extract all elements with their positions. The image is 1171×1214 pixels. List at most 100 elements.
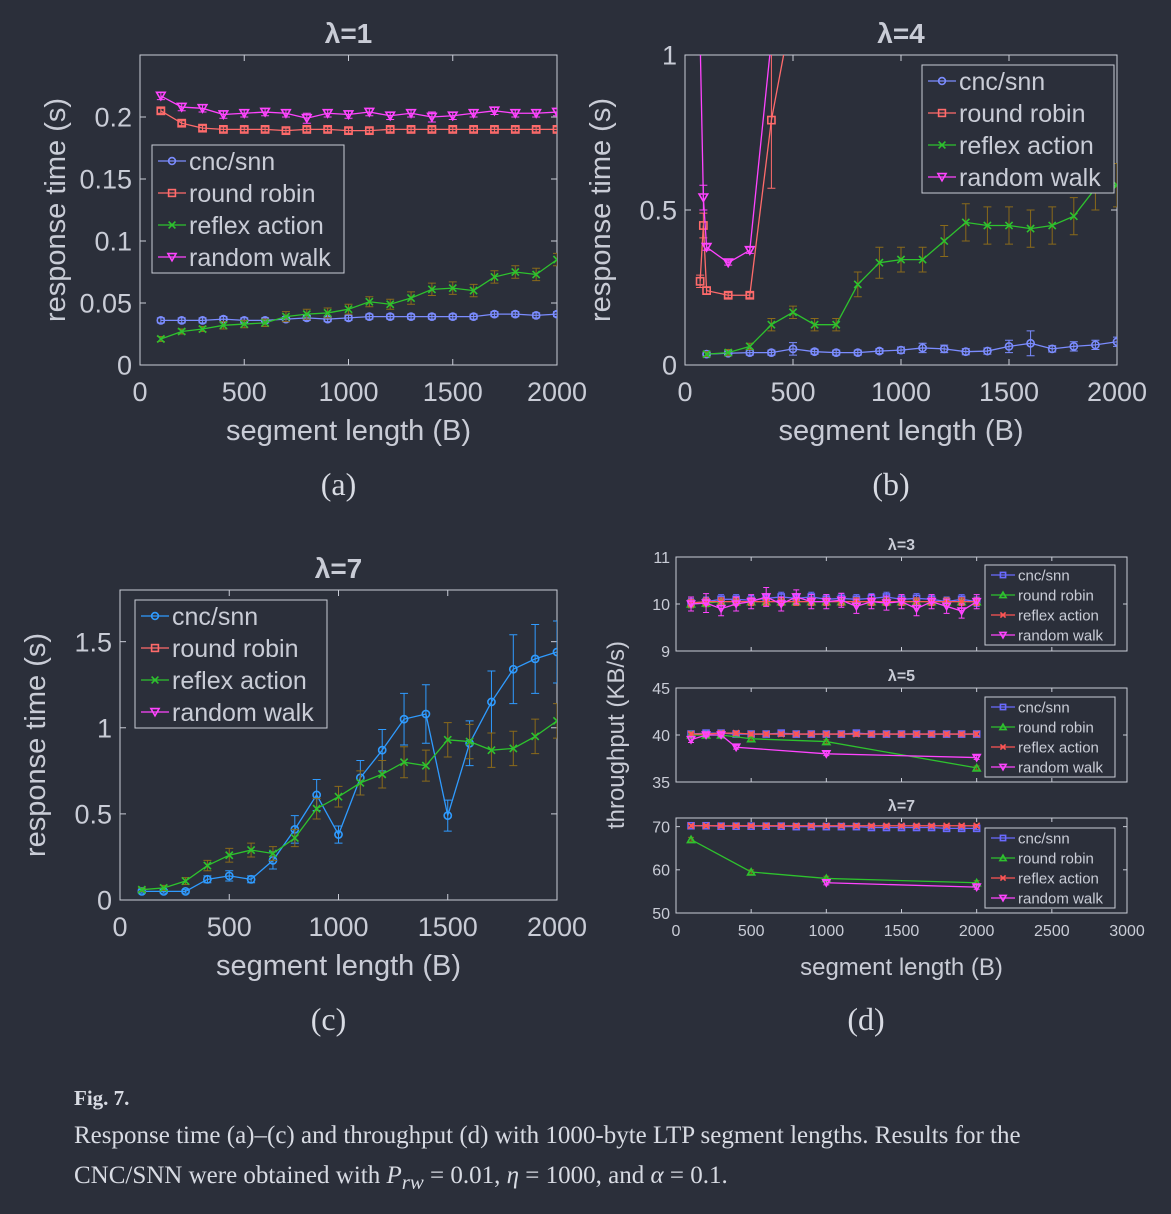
caption-p-subscript: rw bbox=[401, 1170, 424, 1194]
data-point bbox=[961, 347, 971, 357]
data-point bbox=[822, 822, 830, 830]
error-bar bbox=[745, 292, 754, 299]
data-point bbox=[421, 761, 431, 770]
chart-title: λ=1 bbox=[325, 18, 373, 49]
data-point bbox=[448, 312, 458, 322]
legend-label: cnc/snn bbox=[959, 68, 1045, 96]
y-tick-label: 0 bbox=[662, 351, 677, 381]
data-point bbox=[490, 125, 499, 134]
legend-label: round robin bbox=[1018, 719, 1094, 736]
legend-label: reflex action bbox=[1018, 870, 1099, 887]
chart-d1: 9 10 11 λ=3 cnc/snn round robin reflex action r… bbox=[652, 537, 1128, 661]
data-point bbox=[177, 327, 186, 336]
data-point bbox=[702, 822, 710, 830]
data-point bbox=[700, 242, 713, 253]
data-point bbox=[821, 736, 832, 746]
data-point bbox=[918, 255, 927, 264]
chart-a: 0 500 1000 1500 2000 0 0.05 0.1 0.15 0.2 λ=1 segmen… bbox=[40, 18, 587, 502]
data-point bbox=[552, 647, 557, 657]
data-point bbox=[427, 312, 437, 322]
error-bar bbox=[448, 126, 457, 133]
series-line bbox=[141, 720, 557, 891]
x-tick-label: 2000 bbox=[527, 912, 587, 942]
data-point bbox=[958, 822, 966, 830]
legend-marker bbox=[151, 676, 159, 684]
legend-marker bbox=[167, 156, 177, 166]
data-point bbox=[301, 113, 313, 124]
x-tick-label: 1500 bbox=[418, 912, 478, 942]
data-point bbox=[1112, 337, 1117, 347]
data-point bbox=[260, 125, 270, 134]
x-tick-label: 1000 bbox=[318, 377, 378, 407]
data-point bbox=[746, 867, 757, 876]
data-point bbox=[510, 125, 520, 134]
error-bar bbox=[553, 126, 557, 133]
legend-label: reflex action bbox=[189, 212, 324, 240]
series-cnc-snn bbox=[687, 821, 981, 833]
data-point bbox=[882, 730, 891, 738]
figure-label: Fig. 7. bbox=[74, 1086, 130, 1110]
data-point bbox=[810, 347, 819, 357]
error-bar bbox=[553, 252, 557, 267]
data-point bbox=[384, 111, 396, 122]
data-point bbox=[531, 310, 541, 320]
y-tick-label: 0 bbox=[117, 351, 132, 381]
data-point bbox=[321, 108, 334, 119]
data-point bbox=[239, 125, 249, 134]
data-point bbox=[807, 730, 815, 738]
data-point bbox=[217, 110, 230, 121]
data-point bbox=[807, 822, 815, 830]
error-bar bbox=[763, 587, 770, 607]
y-tick-label: 10 bbox=[652, 597, 670, 614]
error-bar bbox=[407, 126, 416, 133]
data-point bbox=[853, 280, 862, 289]
data-point bbox=[385, 125, 395, 134]
data-point bbox=[386, 300, 395, 309]
x-tick-label: 3000 bbox=[1109, 923, 1145, 940]
data-point bbox=[821, 597, 832, 607]
y-tick-label: 0.1 bbox=[94, 227, 132, 257]
legend: cnc/snn round robin reflex action random wa… bbox=[984, 564, 1116, 646]
data-point bbox=[983, 346, 992, 356]
data-point bbox=[447, 111, 459, 122]
legend-label: reflex action bbox=[959, 132, 1094, 160]
data-point bbox=[302, 125, 312, 134]
series-reflex-action bbox=[687, 729, 981, 738]
data-point bbox=[732, 729, 740, 737]
data-point bbox=[783, 36, 790, 43]
x-tick-label: 500 bbox=[738, 923, 765, 940]
data-point bbox=[177, 118, 187, 128]
data-point bbox=[156, 315, 166, 325]
data-point bbox=[427, 285, 437, 294]
data-point bbox=[761, 593, 772, 602]
series-line bbox=[690, 734, 977, 759]
y-tick-label: 11 bbox=[653, 550, 670, 567]
series-line bbox=[699, 55, 771, 264]
data-point bbox=[867, 730, 875, 738]
data-point bbox=[552, 125, 557, 134]
data-point bbox=[385, 312, 395, 322]
data-point bbox=[399, 714, 409, 724]
series-cnc-snn bbox=[156, 309, 557, 325]
legend-label: random walk bbox=[1018, 627, 1104, 644]
series-round-robin bbox=[686, 730, 982, 772]
data-point bbox=[465, 737, 474, 746]
x-tick-label: 2000 bbox=[1087, 377, 1147, 407]
series-round-robin bbox=[686, 834, 982, 887]
caption-eta-value: = 1000, and bbox=[519, 1162, 651, 1189]
legend-label: cnc/snn bbox=[189, 148, 275, 176]
legend-label: cnc/snn bbox=[1018, 567, 1070, 584]
data-point bbox=[971, 883, 982, 893]
x-tick-label: 0 bbox=[677, 377, 692, 407]
data-point bbox=[334, 830, 343, 839]
legend-box bbox=[921, 64, 1115, 194]
y-tick-label: 60 bbox=[652, 863, 670, 880]
data-point bbox=[405, 108, 417, 119]
data-point bbox=[747, 730, 755, 738]
x-tick-label: 1500 bbox=[423, 377, 483, 407]
error-bar bbox=[365, 127, 374, 134]
data-point bbox=[344, 126, 353, 136]
x-tick-label: 500 bbox=[222, 377, 267, 407]
data-point bbox=[421, 709, 431, 719]
data-point bbox=[717, 822, 725, 830]
